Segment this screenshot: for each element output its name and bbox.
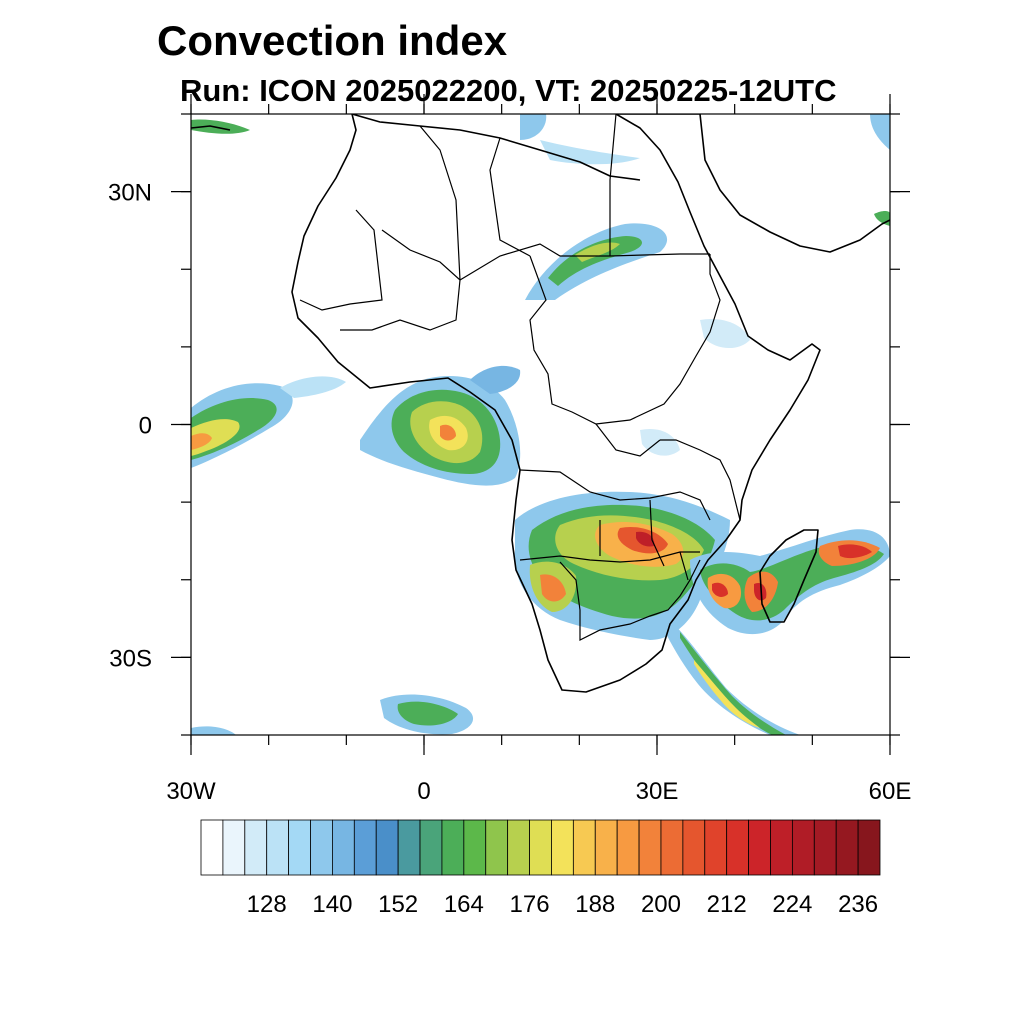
colorbar-swatch (485, 819, 509, 876)
colorbar-swatch (726, 819, 749, 876)
y-tick-label: 30S (109, 645, 152, 672)
colorbar-label: 236 (838, 891, 878, 918)
plot-title: Convection index (157, 17, 508, 64)
colorbar-label: 176 (510, 891, 550, 918)
colorbar-label: 200 (641, 891, 681, 918)
map-axes: 30W 0 30E 60E 30N 0 30S (108, 94, 911, 805)
colorbar-swatch (572, 819, 596, 876)
colorbar-swatch (507, 819, 530, 876)
colorbar-swatch (704, 819, 728, 876)
colorbar-swatch (441, 819, 465, 876)
colorbar-swatch (857, 819, 881, 876)
colorbar-label: 128 (247, 891, 287, 918)
x-tick-label: 60E (869, 778, 912, 805)
colorbar-swatch (682, 819, 706, 876)
colorbar-swatch (660, 819, 684, 876)
colorbar-label: 224 (772, 891, 812, 918)
colorbar-swatch (813, 819, 837, 876)
colorbar-swatch (835, 819, 859, 876)
colorbar-swatch (397, 819, 421, 876)
convection-field (191, 114, 890, 735)
y-tick-label: 0 (139, 413, 152, 440)
colorbar-swatch (529, 819, 552, 876)
colorbar-swatch (310, 819, 333, 876)
colorbar-swatch (419, 819, 443, 876)
colorbar-swatch (222, 819, 246, 876)
country-borders (299, 114, 741, 641)
colorbar-swatch (770, 819, 793, 876)
x-tick-label: 30E (636, 778, 679, 805)
colorbar-swatch (463, 819, 487, 876)
colorbar-swatch (551, 819, 574, 876)
colorbar-swatch (332, 819, 355, 876)
colorbar-swatch (594, 819, 618, 876)
colorbar-swatch (791, 819, 815, 876)
colorbar-label: 212 (707, 891, 747, 918)
colorbar-swatch (616, 819, 640, 876)
y-tick-label: 30N (108, 180, 152, 207)
colorbar-swatch (638, 819, 662, 876)
colorbar-label: 152 (378, 891, 418, 918)
colorbar: 128 140 152 164 176 188 200 212 224 236 (200, 819, 881, 918)
colorbar-label: 140 (312, 891, 352, 918)
colorbar-swatch (244, 819, 268, 876)
x-tick-label: 0 (417, 778, 430, 805)
map-area (191, 114, 890, 735)
plot-subtitle: Run: ICON 2025022200, VT: 20250225-12UTC (180, 73, 837, 108)
colorbar-label: 188 (575, 891, 615, 918)
colorbar-label: 164 (444, 891, 484, 918)
colorbar-swatch (288, 819, 311, 876)
colorbar-swatch (748, 819, 771, 876)
colorbar-swatch (266, 819, 290, 876)
colorbar-swatch (353, 819, 377, 876)
colorbar-swatch (375, 819, 399, 876)
colorbar-swatch (200, 819, 224, 876)
x-tick-label: 30W (166, 778, 216, 805)
